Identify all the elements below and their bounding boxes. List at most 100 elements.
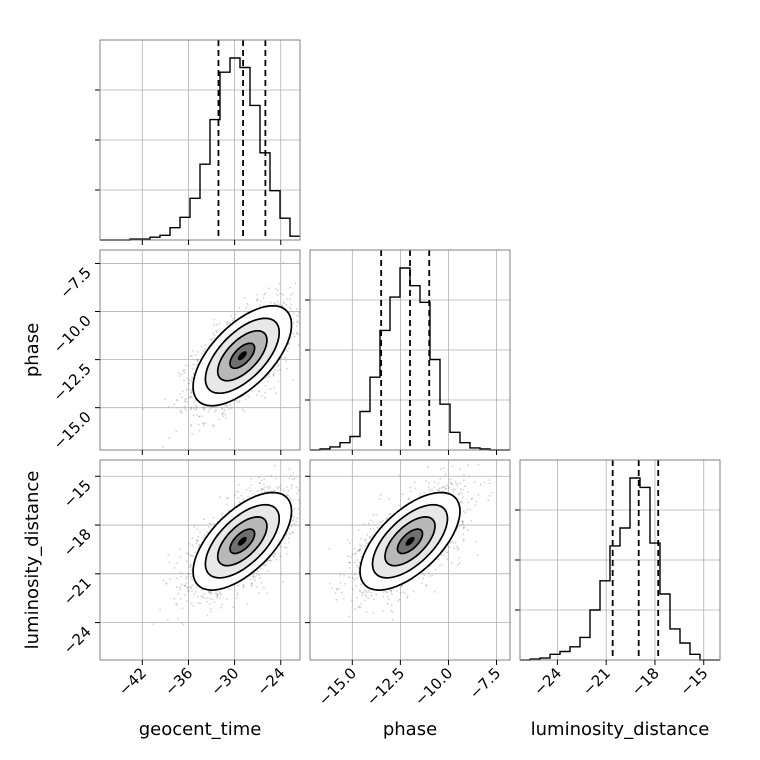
sample-point: [165, 582, 168, 584]
sample-point: [246, 302, 249, 305]
sample-point: [209, 591, 212, 593]
sample-point: [248, 487, 251, 489]
sample-point: [273, 386, 276, 389]
sample-point: [238, 401, 240, 404]
sample-point: [274, 477, 277, 480]
sample-point: [256, 393, 258, 396]
sample-point: [277, 364, 280, 367]
sample-point: [182, 623, 185, 626]
sample-point: [209, 610, 212, 613]
sample-point: [255, 572, 258, 575]
sample-point: [259, 482, 261, 485]
sample-point: [295, 308, 298, 310]
hist-line-luminosity-distance: [520, 477, 720, 661]
sample-point: [211, 406, 214, 409]
sample-point: [215, 408, 217, 411]
sample-point: [272, 374, 275, 377]
sample-point: [370, 536, 373, 539]
sample-point: [250, 477, 253, 480]
sample-point: [247, 495, 250, 498]
sample-point: [228, 408, 231, 411]
sample-point: [272, 372, 275, 375]
sample-point: [178, 375, 181, 377]
sample-point: [183, 379, 185, 382]
sample-point: [286, 298, 289, 300]
sample-point: [295, 332, 298, 335]
sample-point: [290, 487, 293, 489]
sample-point: [195, 354, 197, 357]
hist-panel-luminosity-distance: [515, 460, 720, 661]
sample-point: [273, 489, 276, 492]
sample-point: [296, 492, 299, 495]
sample-point: [262, 488, 265, 491]
sample-point: [269, 485, 271, 488]
sample-point: [220, 606, 222, 609]
sample-point: [196, 360, 199, 362]
sample-point: [212, 424, 215, 427]
sample-point: [192, 605, 195, 607]
sample-point: [406, 595, 409, 598]
sample-point: [289, 294, 292, 296]
sample-point: [217, 593, 219, 596]
sample-point: [264, 491, 266, 493]
sample-point: [236, 592, 239, 595]
sample-point: [459, 482, 462, 485]
sample-point: [285, 534, 288, 537]
sample-point: [290, 474, 292, 477]
sample-point: [183, 405, 186, 407]
sample-point: [289, 286, 291, 289]
sample-point: [292, 532, 294, 534]
sample-point: [196, 595, 199, 598]
sample-point: [284, 356, 286, 359]
sample-point: [274, 464, 276, 467]
sample-point: [297, 508, 300, 510]
sample-point: [183, 584, 186, 587]
sample-point: [245, 398, 247, 401]
sample-point: [288, 477, 291, 480]
sample-point: [279, 292, 282, 295]
sample-point: [273, 302, 275, 304]
sample-point: [289, 298, 291, 301]
sample-point: [390, 593, 393, 595]
sample-point: [202, 422, 204, 425]
hist-frame-phase: [309, 249, 511, 451]
sample-point: [216, 594, 219, 597]
sample-point: [181, 572, 184, 575]
sample-point: [267, 381, 269, 383]
sample-point: [201, 588, 204, 591]
sample-point: [195, 407, 198, 409]
sample-point: [208, 590, 210, 593]
sample-point: [249, 490, 252, 492]
sample-point: [346, 539, 349, 542]
sample-point: [258, 481, 261, 484]
sample-point: [451, 465, 454, 468]
sample-point: [289, 307, 292, 310]
sample-point: [398, 504, 401, 507]
sample-point: [266, 592, 269, 594]
sample-point: [287, 494, 290, 497]
sample-point: [176, 604, 179, 606]
sample-point: [225, 417, 228, 419]
sample-point: [181, 396, 184, 398]
sample-point: [185, 577, 188, 580]
sample-point: [213, 334, 216, 337]
sample-point: [270, 301, 272, 304]
sample-point: [281, 293, 284, 296]
sample-point: [241, 408, 244, 411]
sample-point: [235, 490, 238, 493]
sample-point: [197, 423, 200, 426]
sample-point: [462, 521, 464, 524]
sample-point: [256, 298, 259, 300]
contour-line: [216, 329, 268, 382]
sample-point: [197, 546, 200, 549]
sample-point: [269, 388, 272, 390]
sample-point: [179, 410, 182, 413]
sample-point: [219, 496, 222, 499]
sample-point: [428, 482, 430, 485]
sample-point: [207, 410, 210, 413]
sample-point: [190, 408, 192, 410]
sample-point: [191, 433, 194, 435]
sample-point: [264, 292, 267, 295]
sample-point: [357, 605, 360, 608]
sample-point: [282, 489, 285, 491]
